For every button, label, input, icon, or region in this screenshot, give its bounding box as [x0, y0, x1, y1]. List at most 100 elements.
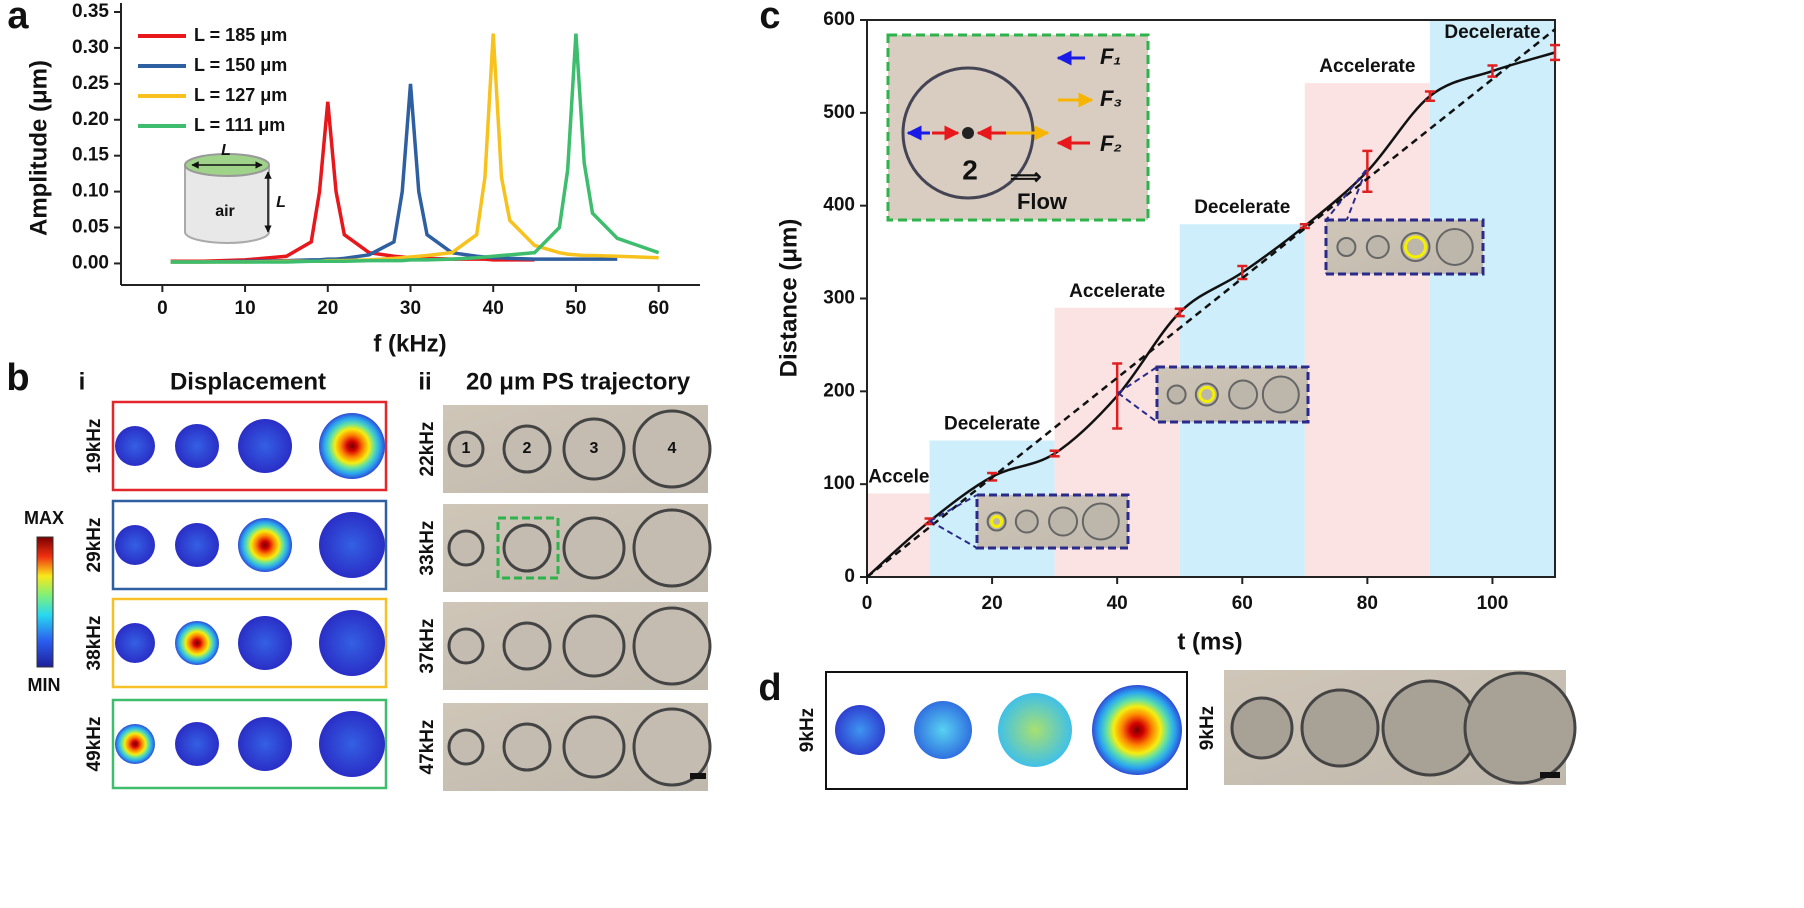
error-bar: [1424, 90, 1435, 103]
x-tick-label: 100: [1477, 593, 1509, 614]
force-label: F₁: [1100, 44, 1121, 69]
force-label: F₃: [1100, 86, 1122, 111]
region: [867, 493, 930, 577]
well: [502, 523, 552, 573]
inset-label: L: [276, 194, 286, 211]
error-bar: [1487, 64, 1498, 78]
well: [447, 430, 485, 468]
mode-shape: [175, 621, 219, 665]
particle-id: 4: [668, 440, 677, 457]
image-inset: [929, 493, 1130, 550]
region-label: Accelerate: [1319, 56, 1415, 77]
x-tick-label: 20: [317, 298, 338, 319]
x-tick-label: 80: [1357, 593, 1378, 614]
highlight: [1403, 235, 1427, 259]
flow-arrow: ⟹: [1010, 164, 1042, 189]
well: [1463, 671, 1577, 785]
well: [502, 621, 552, 671]
well: [447, 627, 485, 665]
connector: [1117, 392, 1158, 423]
well: [562, 417, 626, 481]
inset-box: [886, 33, 1150, 222]
well: [447, 529, 485, 567]
y-tick-label: 0: [844, 566, 855, 587]
mode-box: [111, 499, 388, 591]
well: [1435, 228, 1474, 266]
well: [502, 722, 552, 772]
freq-label: 9kHz: [1197, 706, 1218, 750]
sub-title: 20 μm PS trajectory: [466, 368, 691, 395]
mode-shape: [319, 711, 385, 777]
well: [562, 614, 626, 678]
connector: [929, 494, 978, 522]
y-tick-label: 0.25: [72, 73, 109, 94]
freq-label: 22kHz: [417, 422, 438, 477]
mode-shape: [914, 701, 972, 759]
well: [1381, 679, 1479, 777]
colorbar-label: MAX: [24, 508, 64, 528]
legend-label: L = 150 μm: [194, 55, 287, 75]
region-label: Accelerate: [1069, 281, 1165, 302]
particle-id: 2: [523, 440, 532, 457]
force-inset: F₁ F₃ F₂ 2 ⟹Flow: [886, 33, 1150, 222]
y-tick-label: 0.10: [72, 181, 109, 202]
well: [1336, 237, 1357, 257]
panel-letter: c: [759, 0, 780, 37]
y-tick-label: 0.00: [72, 252, 109, 273]
freq-label: 33kHz: [417, 521, 438, 576]
region: [1429, 20, 1555, 577]
y-tick-label: 300: [823, 288, 855, 309]
mode-shape: [238, 518, 292, 572]
freq-label: 47kHz: [417, 720, 438, 775]
region-label: Decelerate: [1444, 22, 1540, 43]
particle-id: 2: [962, 154, 978, 185]
x-tick-label: 40: [483, 298, 504, 319]
sub-title: Displacement: [170, 368, 326, 395]
sub-label: ii: [418, 368, 431, 395]
x-tick-label: 40: [1107, 593, 1128, 614]
well: [562, 516, 626, 580]
mode-shape: [238, 717, 292, 771]
mode-box: [825, 671, 1188, 790]
mode-shape: [1092, 685, 1182, 775]
x-tick-label: 20: [982, 593, 1003, 614]
particle-id: 3: [590, 440, 599, 457]
well: [1166, 384, 1187, 405]
series-line: [866, 28, 1556, 578]
mode-shape: [175, 424, 219, 468]
connector: [929, 520, 978, 549]
error-bar: [1550, 43, 1560, 62]
inset-label: air: [215, 203, 235, 220]
scale-bar: [1540, 772, 1560, 778]
connector: [1117, 366, 1158, 394]
legend-label: L = 185 μm: [194, 25, 287, 45]
x-tick-label: 30: [400, 298, 421, 319]
x-tick-label: 50: [565, 298, 586, 319]
inset-label: L: [221, 142, 231, 159]
legend-label: L = 111 μm: [194, 115, 285, 135]
x-tick-label: 60: [648, 298, 669, 319]
y-tick-label: 400: [823, 195, 855, 216]
y-tick-label: 100: [823, 473, 855, 494]
highlight: [990, 515, 1004, 528]
y-tick-label: 0.05: [72, 217, 109, 238]
particle: [962, 127, 974, 139]
freq-label: 9kHz: [797, 708, 818, 752]
flow-label: Flow: [1017, 189, 1068, 214]
freq-label: 29kHz: [84, 518, 105, 573]
y-axis-title: Amplitude (μm): [25, 60, 52, 236]
mode-shape: [115, 426, 155, 466]
mode-shape: [835, 705, 885, 755]
well: [632, 508, 712, 588]
mode-shape: [175, 722, 219, 766]
well: [632, 606, 712, 686]
y-tick-label: 600: [823, 9, 855, 30]
scale-bar: [690, 773, 706, 779]
cylinder-body: [184, 165, 270, 244]
y-tick-label: 0.30: [72, 37, 109, 58]
x-tick-label: 0: [862, 593, 873, 614]
freq-label: 49kHz: [84, 717, 105, 772]
error-bar: [1174, 307, 1185, 318]
